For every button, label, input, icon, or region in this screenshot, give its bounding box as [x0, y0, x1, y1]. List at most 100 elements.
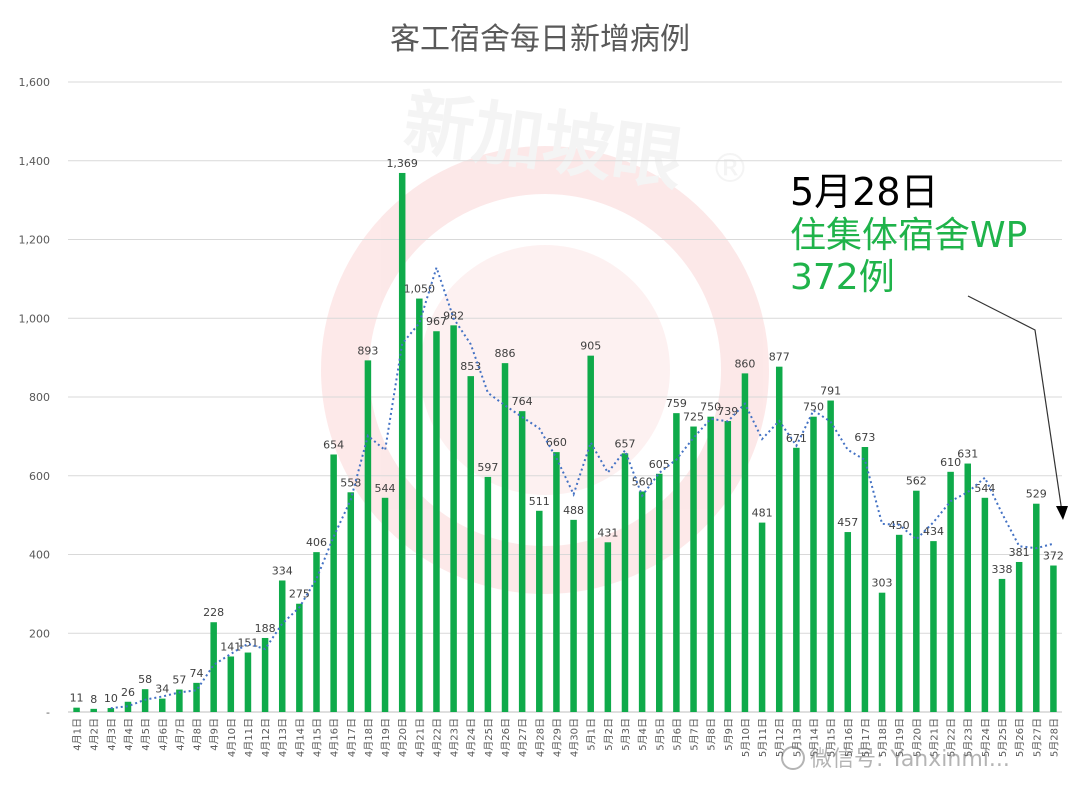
x-tick-label: 5月10日	[740, 718, 752, 757]
bar	[913, 490, 920, 712]
bar	[570, 519, 577, 712]
annotation-count: 372例	[790, 257, 895, 299]
y-tick-label: 800	[29, 391, 50, 404]
data-label: 853	[460, 360, 481, 373]
x-tick-label: 4月19日	[380, 718, 392, 757]
data-label: 228	[203, 606, 224, 619]
data-label: 406	[306, 536, 327, 549]
annotation-date: 5月28日	[790, 170, 939, 214]
data-label: 1,369	[386, 157, 418, 170]
data-label: 338	[992, 563, 1013, 576]
data-label: 605	[649, 458, 670, 471]
y-tick-label: 600	[29, 470, 50, 483]
x-tick-label: 5月11日	[757, 718, 769, 757]
data-label: 431	[597, 526, 618, 539]
data-label: 74	[190, 667, 204, 680]
x-tick-label: 4月14日	[294, 718, 306, 757]
data-label: 8	[90, 693, 97, 706]
data-label: 759	[666, 397, 687, 410]
bar	[758, 522, 766, 712]
x-tick-label: 4月17日	[346, 718, 358, 757]
bar	[741, 373, 749, 712]
bar	[433, 331, 440, 712]
data-label: 188	[255, 622, 276, 635]
x-tick-label: 4月8日	[192, 718, 204, 751]
x-tick-label: 5月22日	[946, 718, 958, 757]
bar	[501, 363, 509, 712]
bar	[638, 491, 646, 712]
y-tick-label: -	[46, 706, 50, 719]
annotation-label: 住集体宿舍WP	[790, 214, 1028, 256]
y-tick-label: 1,200	[19, 234, 51, 247]
bar-layer	[73, 172, 1057, 713]
y-tick-label: 200	[29, 627, 50, 640]
data-label: 886	[495, 347, 516, 360]
annotation-arrow	[967, 295, 1068, 520]
x-tick-label: 5月1日	[586, 718, 598, 751]
x-tick-label: 5月20日	[911, 718, 923, 757]
x-tick-label: 5月18日	[877, 718, 889, 757]
x-tick-label: 4月30日	[569, 718, 581, 757]
x-tick-label: 5月21日	[928, 718, 940, 757]
bar	[381, 497, 389, 712]
x-tick-label: 4月10日	[226, 718, 238, 757]
bar	[604, 542, 612, 712]
bar	[227, 656, 235, 712]
bar	[964, 463, 971, 712]
y-tick-label: 1,400	[19, 155, 51, 168]
bar	[981, 497, 989, 712]
data-label: 544	[974, 482, 995, 495]
bar	[587, 355, 594, 712]
data-label: 597	[477, 461, 498, 474]
x-tick-label: 4月7日	[174, 718, 186, 751]
data-label: 631	[957, 448, 978, 461]
data-label: 750	[700, 401, 721, 414]
x-tick-label: 4月13日	[277, 718, 289, 757]
data-label: 791	[820, 385, 841, 398]
bar	[193, 682, 200, 712]
x-tick-label: 5月24日	[980, 718, 992, 757]
x-tick-label: 5月19日	[894, 718, 906, 757]
bar	[176, 689, 183, 712]
data-label: 434	[923, 525, 944, 538]
bar	[1050, 565, 1057, 712]
data-label: 657	[614, 437, 635, 450]
bar	[621, 453, 629, 712]
data-label: 544	[375, 482, 396, 495]
bar	[278, 580, 286, 712]
bar	[210, 622, 217, 712]
moving-average-trendline	[110, 264, 1054, 710]
data-label: 558	[340, 476, 361, 489]
bar	[656, 473, 663, 712]
data-label: 893	[357, 344, 378, 357]
x-tick-label: 5月2日	[603, 718, 615, 751]
watermark-center	[420, 245, 670, 495]
bar	[1033, 503, 1040, 712]
bar	[398, 172, 406, 713]
data-label: 151	[237, 637, 258, 650]
bar	[793, 447, 800, 712]
bar	[690, 426, 697, 712]
x-tick-label: 5月25日	[997, 718, 1009, 757]
data-label: 982	[443, 309, 464, 322]
x-tick-label: 5月28日	[1048, 718, 1060, 757]
x-tick-label: 4月25日	[483, 718, 495, 757]
bar	[861, 447, 869, 712]
bar	[416, 298, 423, 712]
x-tick-label: 4月2日	[89, 718, 101, 751]
data-label: 334	[272, 564, 293, 577]
x-tick-label: 4月1日	[72, 718, 84, 751]
x-tick-label: 4月15日	[312, 718, 324, 757]
data-label: 905	[580, 340, 601, 353]
data-label: 1,050	[404, 283, 436, 296]
data-label: 372	[1043, 550, 1064, 563]
data-label: 381	[1009, 546, 1030, 559]
x-tick-label: 4月6日	[157, 718, 169, 751]
data-label: 560	[632, 476, 653, 489]
bar	[261, 637, 269, 712]
bar	[553, 452, 560, 712]
x-tick-label: 5月7日	[689, 718, 701, 751]
data-label: 488	[563, 504, 584, 517]
bar	[124, 701, 132, 712]
data-label: 967	[426, 315, 447, 328]
